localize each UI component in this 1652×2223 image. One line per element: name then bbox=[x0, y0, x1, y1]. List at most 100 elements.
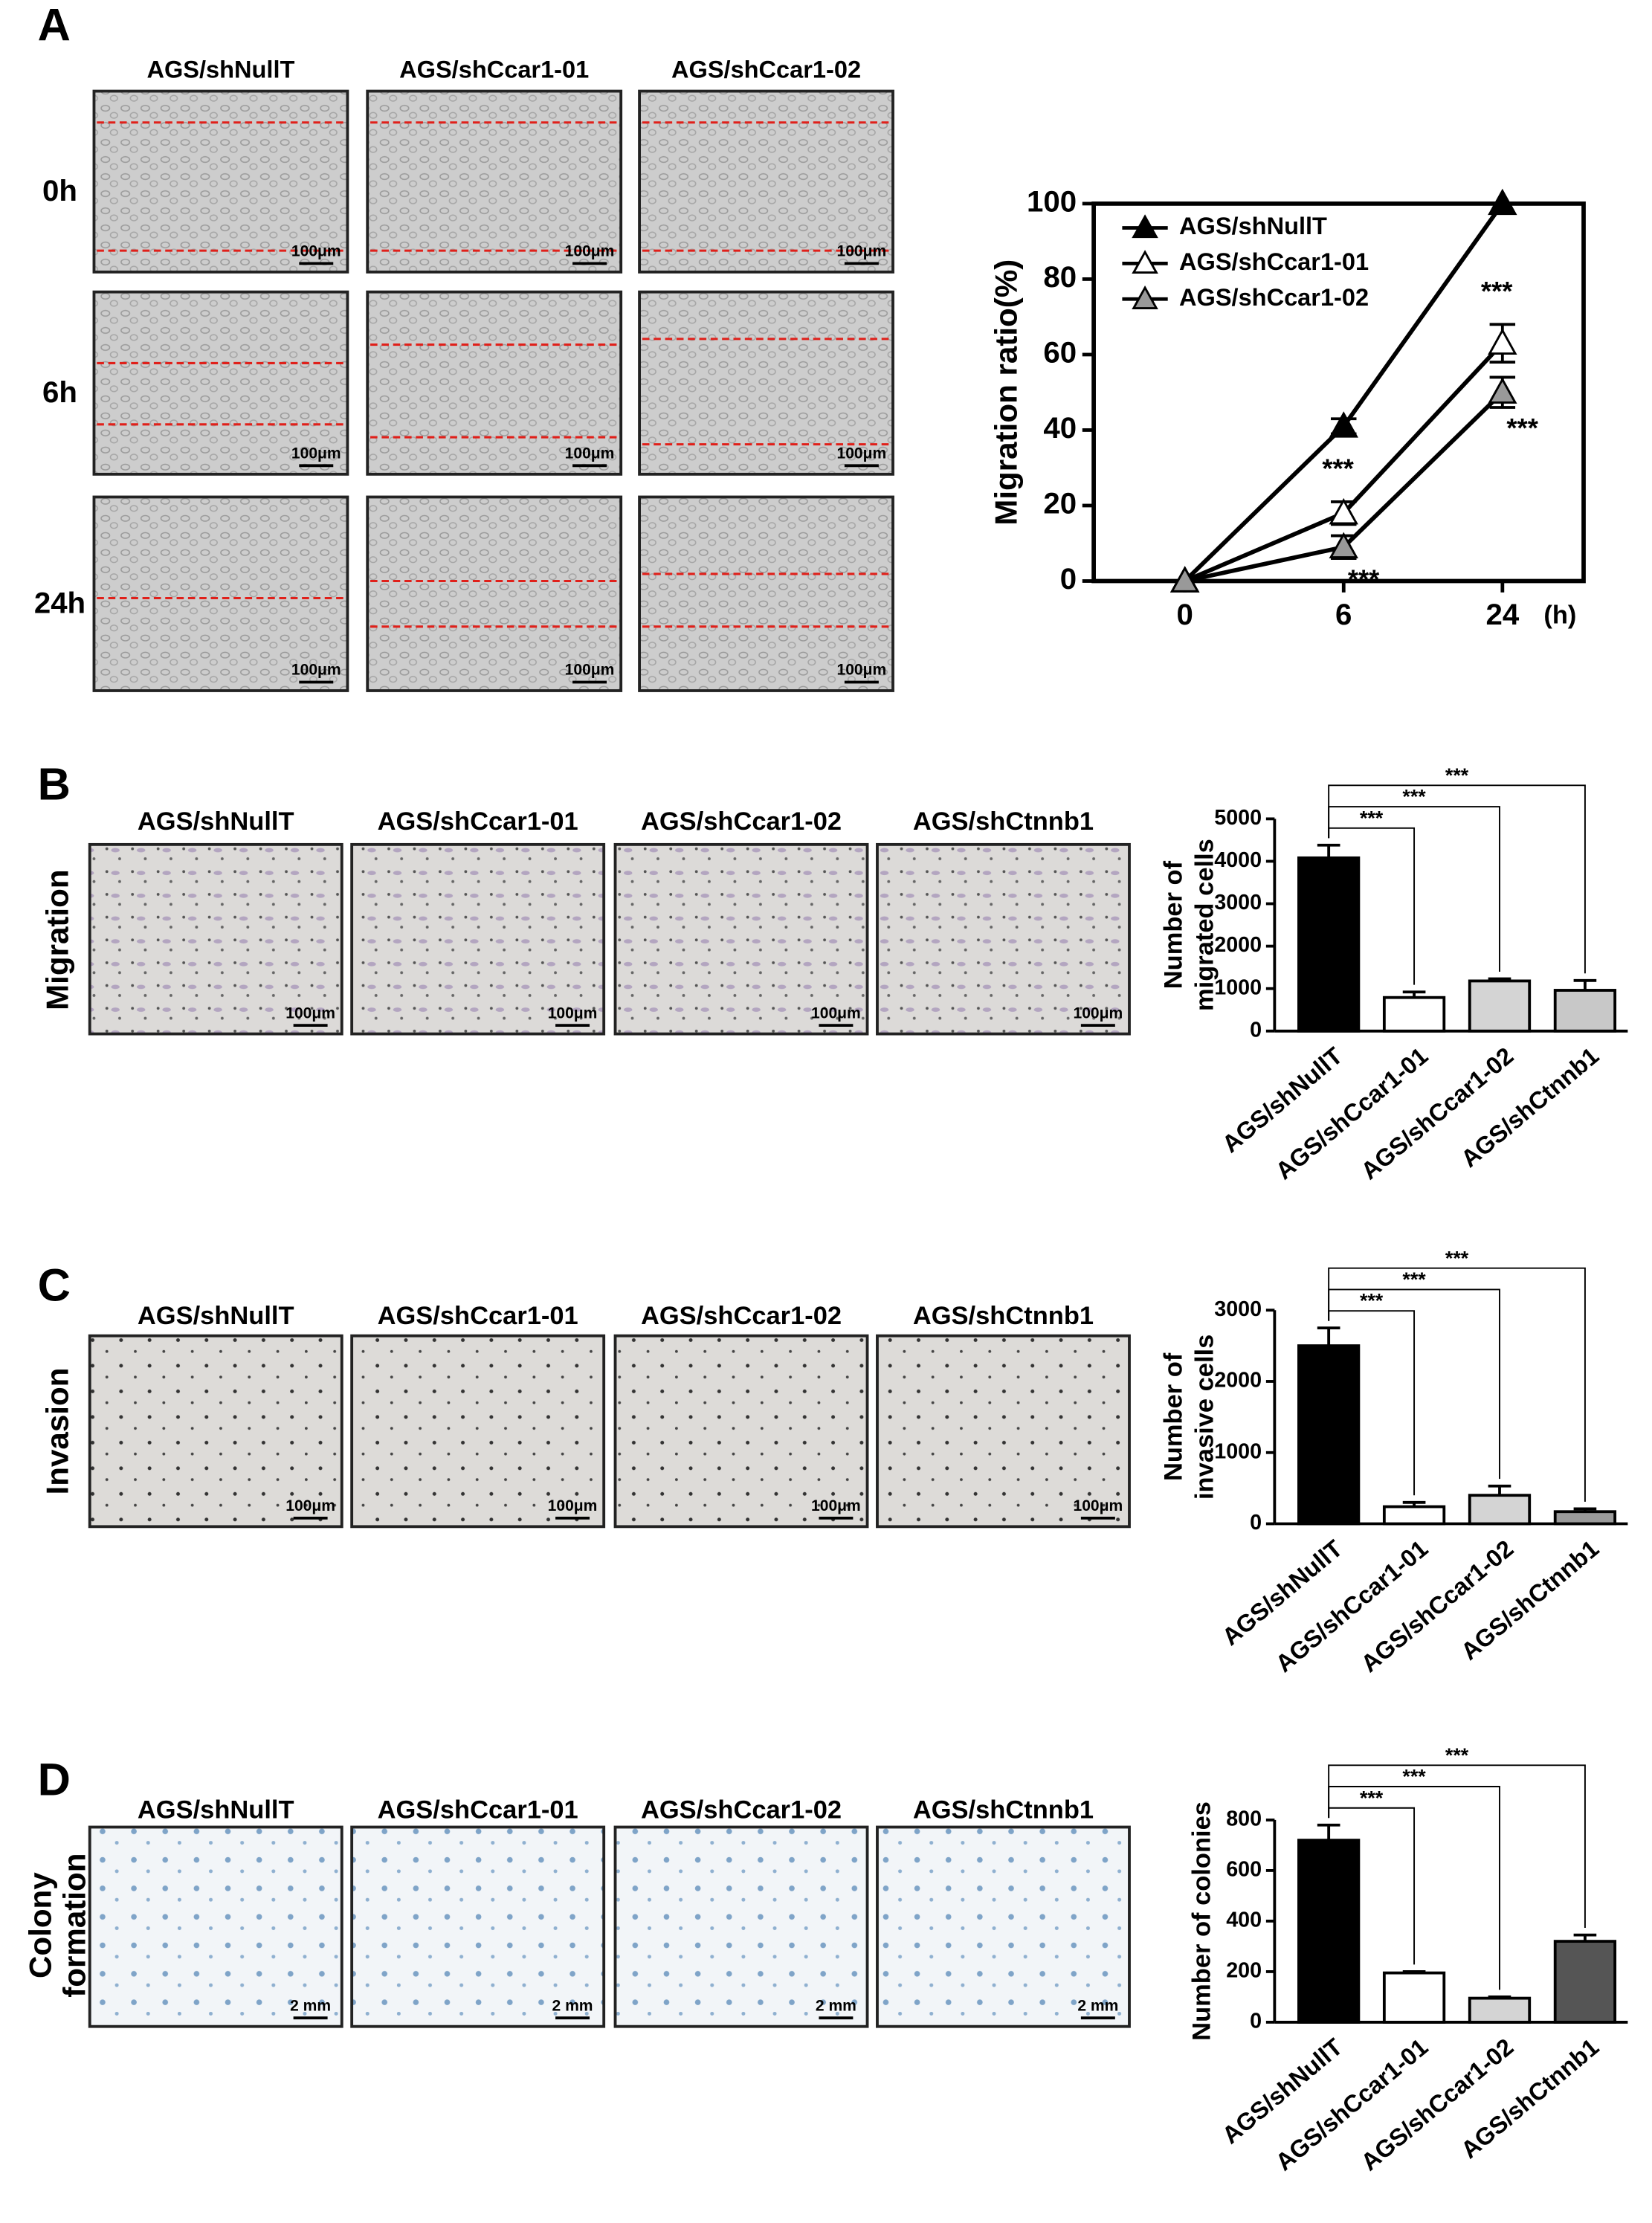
micrograph bbox=[366, 290, 623, 476]
legend-marker bbox=[1132, 250, 1158, 274]
column-header: AGS/shCcar1-02 bbox=[671, 56, 861, 83]
y-tick-label: 0 bbox=[1250, 1511, 1262, 1535]
y-tick-label: 4000 bbox=[1214, 848, 1262, 872]
column-header: AGS/shCtnnb1 bbox=[913, 1302, 1094, 1330]
scale-bar-label: 100μm bbox=[1073, 1004, 1123, 1022]
scale-bar-label: 100μm bbox=[565, 243, 615, 260]
plot-frame bbox=[1091, 201, 1586, 584]
bar bbox=[1382, 1505, 1446, 1526]
legend-marker bbox=[1132, 214, 1158, 239]
x-tick-label: AGS/shCcar1-02 bbox=[1356, 2033, 1519, 2176]
micrograph bbox=[638, 495, 894, 692]
marker bbox=[1329, 532, 1358, 559]
micrograph bbox=[350, 1825, 606, 2028]
significance: *** bbox=[1402, 1766, 1426, 1788]
x-tick-label: AGS/shCcar1-02 bbox=[1356, 1535, 1519, 1678]
significance-bracket bbox=[1328, 1267, 1586, 1502]
scale-bar-label: 2 mm bbox=[1077, 1997, 1118, 2014]
y-tick-label: 3000 bbox=[1214, 891, 1262, 914]
micrograph bbox=[350, 1334, 606, 1529]
y-axis-label: Number of bbox=[1159, 1352, 1187, 1481]
x-tick-label: AGS/shCcar1-01 bbox=[1271, 2033, 1433, 2176]
bar bbox=[1468, 979, 1532, 1033]
column-header: AGS/shCcar1-01 bbox=[378, 1302, 578, 1330]
scale-bar-label: 100μm bbox=[548, 1004, 598, 1022]
micrograph bbox=[366, 495, 623, 692]
bar bbox=[1553, 1940, 1617, 2024]
scale-bar-label: 100μm bbox=[291, 243, 341, 260]
scale-bar-label: 100μm bbox=[811, 1004, 861, 1022]
column-header: AGS/shNullT bbox=[146, 56, 294, 83]
significance: *** bbox=[1402, 1268, 1426, 1291]
y-tick-label: 80 bbox=[1043, 260, 1077, 294]
scale-bar-label: 2 mm bbox=[552, 1997, 593, 2014]
y-tick-label: 2000 bbox=[1214, 1369, 1262, 1393]
side-label: Colony bbox=[23, 1872, 58, 1978]
scale-bar-label: 100μm bbox=[291, 445, 341, 462]
error-bar bbox=[1317, 1823, 1340, 1841]
y-axis-label: Number of colonies bbox=[1188, 1801, 1216, 2041]
legend-label: AGS/shNullT bbox=[1179, 213, 1327, 239]
y-tick-label: 1000 bbox=[1214, 1439, 1262, 1463]
error-bar bbox=[1573, 978, 1597, 990]
x-tick-label: AGS/shCcar1-01 bbox=[1271, 1042, 1433, 1185]
column-header: AGS/shCcar1-02 bbox=[641, 1796, 842, 1824]
bar bbox=[1468, 1996, 1532, 2024]
significance: *** bbox=[1360, 1290, 1384, 1312]
micrograph bbox=[88, 1825, 343, 2028]
bar bbox=[1382, 996, 1446, 1033]
bar bbox=[1297, 1839, 1361, 2024]
panel-letter: B bbox=[38, 758, 71, 809]
y-axis-label: invasive cells bbox=[1191, 1335, 1219, 1500]
panel-letter: C bbox=[38, 1260, 71, 1311]
scale-bar-label: 100μm bbox=[837, 662, 887, 679]
column-header: AGS/shCcar1-02 bbox=[641, 807, 842, 836]
y-tick-label: 2000 bbox=[1214, 933, 1262, 957]
y-tick-label: 60 bbox=[1043, 336, 1077, 370]
bar bbox=[1553, 989, 1617, 1033]
marker bbox=[1329, 411, 1358, 438]
row-label: 6h bbox=[42, 375, 77, 409]
micrograph bbox=[92, 89, 349, 274]
marker bbox=[1488, 188, 1517, 216]
row-label: 0h bbox=[42, 174, 77, 207]
y-tick-label: 3000 bbox=[1214, 1297, 1262, 1321]
marker bbox=[1488, 328, 1517, 355]
column-header: AGS/shCcar1-01 bbox=[378, 1796, 578, 1824]
side-label: Migration bbox=[40, 869, 75, 1010]
micrograph bbox=[638, 89, 894, 274]
bar bbox=[1382, 1971, 1446, 2024]
y-tick-label: 200 bbox=[1226, 1959, 1262, 1983]
column-header: AGS/shNullT bbox=[138, 807, 294, 836]
micrograph bbox=[88, 1334, 343, 1529]
micrograph bbox=[350, 842, 606, 1036]
scale-bar-label: 100μm bbox=[291, 662, 341, 679]
y-axis-label: Migration ratio(%) bbox=[988, 259, 1023, 526]
column-header: AGS/shCtnnb1 bbox=[913, 807, 1094, 836]
marker bbox=[1329, 497, 1358, 525]
error-bar bbox=[1317, 1326, 1340, 1346]
y-tick-label: 40 bbox=[1043, 411, 1077, 445]
significance: *** bbox=[1348, 564, 1380, 594]
x-tick-label: 6 bbox=[1335, 598, 1352, 631]
column-header: AGS/shNullT bbox=[138, 1796, 294, 1824]
column-header: AGS/shNullT bbox=[138, 1302, 294, 1330]
y-tick-label: 5000 bbox=[1214, 806, 1262, 830]
y-tick-label: 1000 bbox=[1214, 975, 1262, 999]
significance: *** bbox=[1322, 453, 1354, 483]
x-tick-label: AGS/shCcar1-01 bbox=[1271, 1535, 1433, 1678]
scale-bar-label: 100μm bbox=[837, 243, 887, 260]
legend-marker bbox=[1132, 285, 1158, 309]
bar bbox=[1297, 1344, 1361, 1526]
significance: *** bbox=[1445, 1744, 1469, 1767]
legend-label: AGS/shCcar1-02 bbox=[1179, 284, 1369, 311]
marker bbox=[1170, 566, 1200, 593]
micrograph bbox=[613, 1825, 869, 2028]
y-tick-label: 800 bbox=[1226, 1807, 1262, 1831]
y-axis-label: Number of bbox=[1159, 860, 1187, 989]
panel-letter: D bbox=[38, 1754, 71, 1804]
scale-bar-label: 100μm bbox=[565, 445, 615, 462]
scale-bar-label: 2 mm bbox=[290, 1997, 331, 2014]
significance-bracket bbox=[1328, 1764, 1586, 1929]
y-tick-label: 400 bbox=[1226, 1909, 1262, 1932]
